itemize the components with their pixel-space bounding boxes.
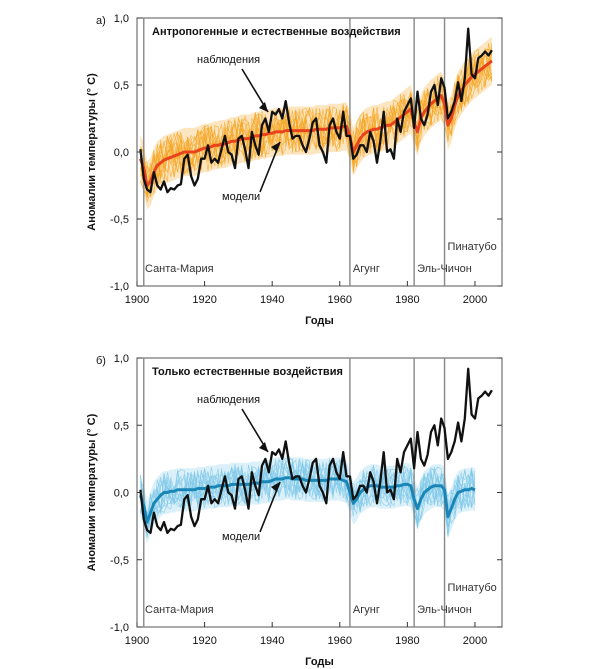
arrowhead-icon [271,142,280,152]
observations-line [139,367,493,535]
volcano-label: Санта-Мария [145,263,214,275]
models-annotation: модели [222,531,260,543]
observations-line [139,27,493,194]
volcano-label: Эль-Чичон [417,604,472,616]
y-tick-label: -1,0 [110,622,129,634]
model-run-line [140,48,493,198]
x-tick-label: 1960 [328,294,352,306]
chart-panel-b: Санта-Мария Агунг Эль-Чичон Пинатубо б) Тольк… [86,353,503,668]
x-tick-label: 1920 [192,635,216,647]
volcano-label: Санта-Мария [145,604,214,616]
x-tick-label: 1900 [125,294,149,306]
x-tick-label: 1960 [328,635,352,647]
x-tick-label: 1940 [260,294,284,306]
x-axis-title: Годы [305,656,334,668]
x-tick-label: 1900 [125,635,149,647]
y-tick-label: -1,0 [110,281,129,293]
models-annotation: модели [222,191,260,203]
y-tick-label: 0,5 [114,80,129,92]
x-tick-label: 1940 [260,635,284,647]
chart-title: Только естественные воздействия [152,366,343,378]
model-mean-line [138,476,476,524]
y-tick-label: 1,0 [114,13,129,25]
volcano-label: Агунг [353,263,380,275]
y-tick-label: -0,5 [110,214,129,226]
volcano-label: Эль-Чичон [417,263,472,275]
y-axis-title: Аномалии температуры (° С) [86,73,98,231]
y-axis-title: Аномалии температуры (° С) [86,413,98,571]
model-run-line [140,43,493,199]
volcano-label: Агунг [353,604,380,616]
observations-annotation: наблюдения [197,54,260,66]
panel-label: а) [96,15,106,27]
chart-panel-a: Санта-Мария Агунг Эль-Чичон Пинатубо а) Антро… [86,13,503,327]
x-tick-label: 2000 [463,635,487,647]
y-tick-label: 1,0 [114,353,129,365]
observations-annotation: наблюдения [197,394,260,406]
volcano-label: Пинатубо [448,582,497,594]
x-tick-label: 1980 [395,635,419,647]
x-tick-label: 1920 [192,294,216,306]
y-tick-label: 0,0 [114,488,129,500]
x-tick-label: 1980 [395,294,419,306]
volcano-label: Пинатубо [448,241,497,253]
x-tick-label: 2000 [463,294,487,306]
chart-title: Антропогенные и естественные воздействия [152,26,401,38]
model-ensemble [140,456,476,544]
y-tick-label: 0,5 [114,420,129,432]
arrowhead-icon [259,102,268,112]
model-run-line [140,458,476,529]
panel-label: б) [96,355,106,367]
arrowhead-icon [271,482,280,492]
x-axis-title: Годы [305,315,334,327]
y-tick-label: 0,0 [114,147,129,159]
arrowhead-icon [259,442,268,452]
y-tick-label: -0,5 [110,555,129,567]
model-mean-line [138,59,493,187]
